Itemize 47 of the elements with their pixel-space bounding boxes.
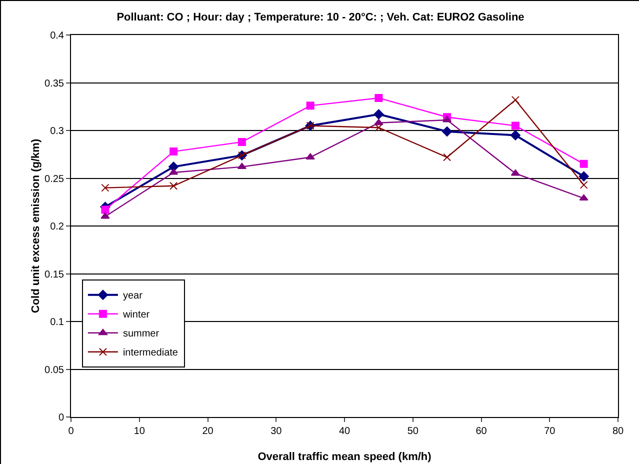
point: [237, 162, 246, 170]
point: [306, 102, 314, 110]
point: [101, 184, 110, 192]
y-tick-label: 0.25: [44, 174, 64, 185]
point: [442, 126, 452, 136]
point: [374, 118, 384, 126]
chart-title: Polluant: CO ; Hour: day ; Temperature: 10 - 20°C: ; Veh. Cat: EURO2 Gasoline: [116, 11, 524, 24]
y-tick-label: 0.2: [50, 222, 64, 232]
point: [511, 96, 520, 104]
x-tick-label: 70: [544, 426, 556, 437]
point: [170, 148, 178, 156]
point: [578, 171, 589, 182]
point: [374, 94, 383, 102]
point: [238, 138, 246, 146]
point: [579, 194, 588, 201]
point: [170, 182, 178, 190]
x-tick-label: 80: [612, 426, 624, 437]
y-tick-label: 0: [58, 412, 64, 424]
point: [374, 124, 383, 132]
legend-label: year: [122, 290, 144, 302]
point: [511, 122, 520, 130]
x-tick-label: 40: [338, 426, 350, 437]
legend-label: summer: [122, 328, 160, 340]
y-tick-label: 0.05: [44, 364, 64, 376]
point: [510, 169, 520, 176]
y-tick-label: 0.1: [50, 317, 64, 328]
point: [374, 109, 384, 120]
legend-label: winter: [122, 310, 150, 321]
point: [100, 212, 110, 219]
point: [101, 206, 110, 214]
x-tick-label: 0: [68, 426, 74, 437]
point: [580, 160, 588, 168]
legend-label: intermediate: [122, 348, 178, 359]
x-tick-label: 60: [476, 426, 488, 437]
y-tick-label: 0.3: [50, 126, 64, 137]
x-axis-title: Overall traffic mean speed (km/h): [258, 451, 432, 463]
x-tick-label: 30: [270, 426, 282, 437]
y-tick-label: 0.4: [50, 30, 64, 42]
x-tick-label: 20: [202, 426, 214, 437]
y-tick-label: 0.35: [44, 78, 64, 90]
point: [443, 153, 452, 162]
point: [510, 130, 520, 140]
y-axis-title: Cold unit excess emission (g/km): [30, 138, 42, 314]
x-tick-label: 10: [134, 426, 146, 437]
y-tick-label: 0.15: [44, 269, 64, 280]
point: [580, 180, 588, 189]
x-tick-label: 50: [407, 426, 419, 437]
